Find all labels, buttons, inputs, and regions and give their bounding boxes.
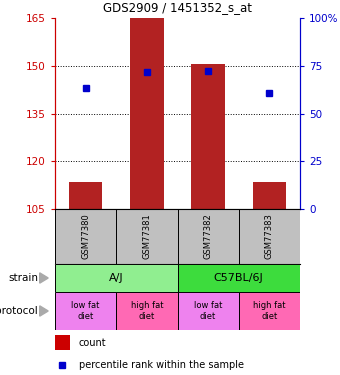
- Bar: [55, 264, 177, 292]
- Bar: [253, 182, 286, 209]
- Text: high fat
diet: high fat diet: [253, 301, 286, 321]
- Text: low fat
diet: low fat diet: [71, 301, 100, 321]
- Bar: [69, 182, 102, 209]
- Text: count: count: [79, 338, 106, 348]
- Text: A/J: A/J: [109, 273, 123, 283]
- Text: C57BL/6J: C57BL/6J: [214, 273, 264, 283]
- Bar: [116, 209, 177, 264]
- Bar: [55, 335, 70, 350]
- Text: GSM77380: GSM77380: [81, 214, 90, 260]
- Bar: [239, 209, 300, 264]
- Bar: [191, 64, 225, 209]
- Bar: [55, 292, 116, 330]
- Text: GDS2909 / 1451352_s_at: GDS2909 / 1451352_s_at: [103, 1, 252, 14]
- Text: GSM77383: GSM77383: [265, 214, 274, 260]
- Bar: [177, 292, 239, 330]
- Text: strain: strain: [8, 273, 38, 283]
- Bar: [55, 209, 116, 264]
- Text: GSM77381: GSM77381: [142, 214, 151, 260]
- Text: high fat
diet: high fat diet: [131, 301, 163, 321]
- Bar: [130, 18, 164, 209]
- Bar: [116, 292, 177, 330]
- Bar: [239, 292, 300, 330]
- Text: percentile rank within the sample: percentile rank within the sample: [79, 360, 244, 370]
- Text: protocol: protocol: [0, 306, 38, 316]
- Bar: [177, 264, 300, 292]
- Bar: [177, 209, 239, 264]
- Text: GSM77382: GSM77382: [204, 214, 212, 260]
- Text: low fat
diet: low fat diet: [194, 301, 222, 321]
